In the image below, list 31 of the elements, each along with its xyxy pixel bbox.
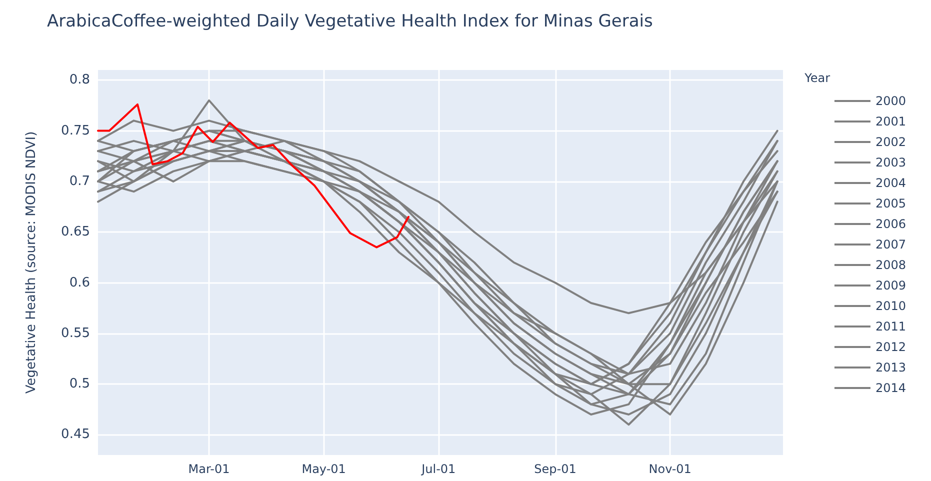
legend-label: 2001 [875, 114, 906, 128]
legend-label: 2002 [875, 135, 906, 149]
x-tick-label: Sep-01 [534, 462, 576, 476]
y-axis-title: Vegetative Health (source: MODIS NDVI) [24, 131, 39, 394]
legend-label: 2011 [875, 320, 906, 334]
legend-label: 2008 [875, 258, 906, 272]
legend-label: 2014 [875, 381, 906, 395]
y-tick-label: 0.8 [69, 72, 90, 88]
y-tick-label: 0.7 [69, 174, 90, 189]
legend-label: 2005 [875, 196, 906, 210]
x-tick-label: Jul-01 [420, 462, 456, 476]
y-tick-label: 0.5 [69, 376, 90, 392]
x-tick-label: May-01 [302, 462, 346, 476]
legend-label: 2009 [875, 278, 906, 292]
legend-label: 2010 [875, 299, 906, 313]
legend-label: 2007 [875, 238, 906, 252]
legend-label: 2000 [875, 94, 906, 108]
x-tick-label: Nov-01 [648, 462, 692, 476]
legend-label: 2003 [875, 156, 906, 170]
y-tick-label: 0.45 [61, 427, 90, 442]
x-tick-label: Mar-01 [188, 462, 230, 476]
legend-title: Year [804, 71, 830, 85]
y-tick-label: 0.65 [61, 224, 90, 240]
y-tick-label: 0.6 [69, 275, 90, 290]
y-tick-label: 0.75 [61, 123, 90, 138]
legend-label: 2013 [875, 360, 906, 374]
legend-label: 2006 [875, 217, 906, 231]
legend-label: 2012 [875, 340, 906, 354]
legend-label: 2004 [875, 176, 906, 190]
chart-title: ArabicaCoffee-weighted Daily Vegetative Health Index for Minas Gerais [47, 12, 653, 32]
y-tick-label: 0.55 [61, 326, 90, 341]
